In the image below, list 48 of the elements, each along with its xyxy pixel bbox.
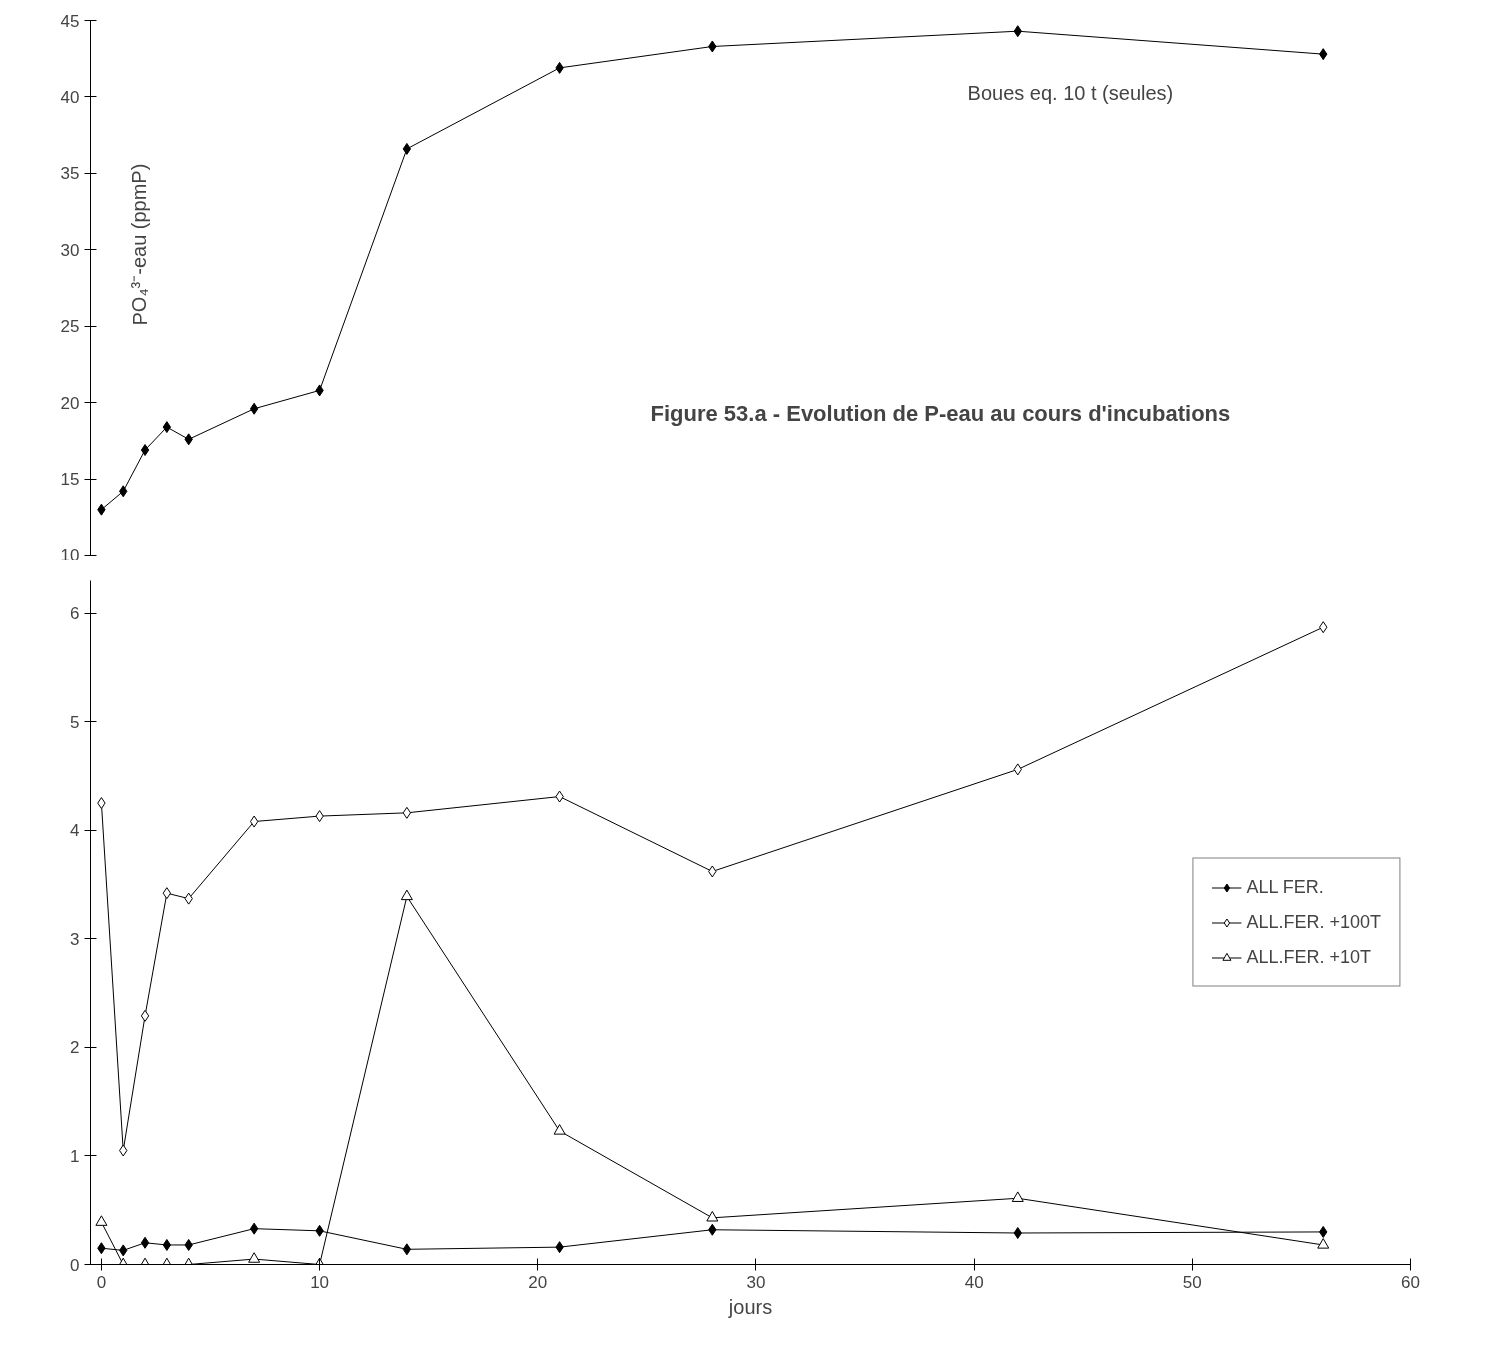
point — [140, 1236, 150, 1249]
x-tick-label: 0 — [96, 1272, 107, 1292]
y-tick-label: 25 — [60, 317, 80, 337]
x-axis-title: jours — [727, 1295, 773, 1318]
point — [248, 1252, 261, 1263]
x-tick-label: 10 — [310, 1272, 330, 1292]
y-tick-label: 6 — [70, 604, 80, 624]
legend-label: ALL.FER. +100T — [1246, 911, 1381, 933]
legend-label: ALL FER. — [1246, 876, 1324, 898]
x-tick-label: 60 — [1401, 1272, 1420, 1292]
point — [95, 1215, 108, 1226]
y-tick-label: 1 — [70, 1146, 80, 1166]
point — [402, 806, 412, 819]
point — [162, 421, 172, 434]
x-tick-label: 30 — [746, 1272, 766, 1292]
point — [162, 887, 172, 900]
y-tick-label: 0 — [70, 1255, 80, 1275]
annotation: Figure 53.a - Evolution de P-eau au cours d'incubations — [650, 400, 1231, 426]
y-tick-label: 15 — [60, 470, 80, 490]
y-axis-title: PO₄³⁻-eau (ppmP) — [128, 163, 151, 326]
point — [249, 1222, 259, 1235]
point — [706, 1210, 719, 1222]
point — [162, 1238, 172, 1251]
x-tick-label: 50 — [1182, 1272, 1202, 1292]
y-tick-label: 45 — [60, 11, 80, 31]
point — [402, 142, 412, 155]
point — [1011, 1191, 1024, 1202]
point — [402, 1243, 412, 1256]
y-tick-label: 30 — [60, 240, 80, 260]
y-tick-label: 40 — [60, 87, 80, 107]
y-tick-label: 20 — [60, 393, 80, 413]
y-tick-label: 2 — [70, 1038, 80, 1058]
y-tick-label: 35 — [60, 164, 80, 184]
point — [400, 889, 413, 901]
legend-label: ALL.FER. +10T — [1246, 946, 1371, 968]
point — [249, 815, 259, 828]
x-tick-label: 20 — [528, 1272, 548, 1292]
point — [1317, 1238, 1330, 1249]
point — [140, 1009, 150, 1022]
y-tick-label: 5 — [70, 712, 80, 732]
series-label: Boues eq. 10 t (seules) — [967, 82, 1174, 105]
y-tick-label: 3 — [70, 929, 80, 949]
y-tick-label: 10 — [60, 545, 80, 565]
x-tick-label: 40 — [964, 1272, 984, 1292]
point — [249, 402, 259, 415]
y-tick-label: 4 — [70, 821, 80, 841]
point — [140, 444, 150, 457]
point — [553, 1124, 566, 1135]
